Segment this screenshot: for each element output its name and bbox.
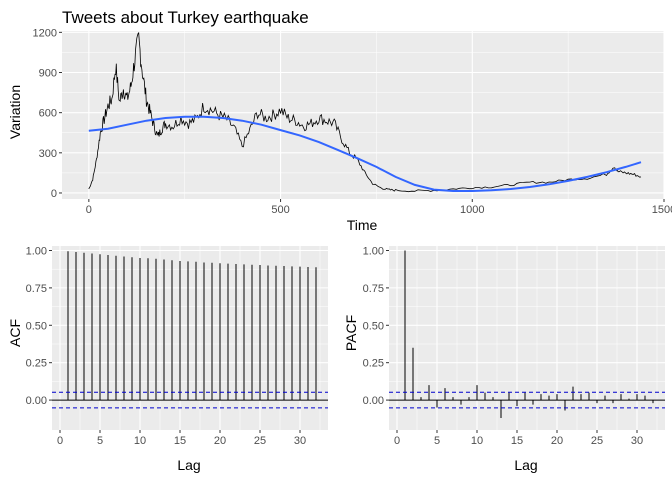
x-tick-label: 500 [271,204,289,216]
panel-background [389,246,665,430]
x-tick-label: 25 [254,435,266,447]
x-tick-label: 15 [511,435,523,447]
x-tick-label: 15 [174,435,186,447]
x-tick-label: 1500 [652,204,672,216]
y-tick-label: 1.00 [363,245,384,257]
panel-background [62,31,664,199]
x-tick-label: 10 [471,435,483,447]
raw-series-line [88,31,642,193]
y-tick-label: 0.25 [363,358,384,370]
y-tick-label: 0.75 [26,283,47,295]
panel-background [52,246,328,430]
y-tick-label: 0.50 [363,320,384,332]
x-tick-label: 0 [57,435,63,447]
x-tick-label: 5 [97,435,103,447]
x-tick-label: 20 [214,435,226,447]
x-tick-label: 30 [631,435,643,447]
y-tick-label: 0 [51,188,57,200]
y-tick-label: 0.75 [363,283,384,295]
y-tick-label: 900 [39,67,57,79]
acf-plot: 0.00 0.25 0.50 0.75 1.00 0 5 10 15 20 25 30 [26,245,328,447]
y-tick-label: 600 [39,108,57,120]
smooth-trend-line [88,115,642,192]
y-tick-label: 300 [39,148,57,160]
x-tick-label: 30 [294,435,306,447]
y-tick-label: 0.00 [363,395,384,407]
x-tick-label: 0 [86,204,92,216]
x-tick-label: 25 [591,435,603,447]
x-tick-label: 1000 [460,204,484,216]
top-x-axis-label: Time [347,217,378,233]
pacf-x-axis-label: Lag [514,457,537,473]
time-series-plot: 0 300 600 900 1200 0 500 1000 1500 [33,27,672,216]
x-tick-label: 20 [551,435,563,447]
y-tick-label: 0.00 [26,395,47,407]
top-y-axis-label: Variation [7,85,23,139]
x-tick-label: 10 [134,435,146,447]
acf-x-axis-label: Lag [177,457,200,473]
pacf-y-axis-label: PACF [343,315,359,351]
y-tick-label: 1200 [33,27,57,39]
x-tick-label: 5 [434,435,440,447]
x-tick-label: 0 [394,435,400,447]
pacf-plot: 0.00 0.25 0.50 0.75 1.00 0 5 10 15 20 25 30 [363,245,665,447]
y-tick-label: 1.00 [26,245,47,257]
chart-title: Tweets about Turkey earthquake [62,8,309,27]
y-tick-label: 0.50 [26,320,47,332]
acf-y-axis-label: ACF [7,319,23,347]
y-tick-label: 0.25 [26,358,47,370]
